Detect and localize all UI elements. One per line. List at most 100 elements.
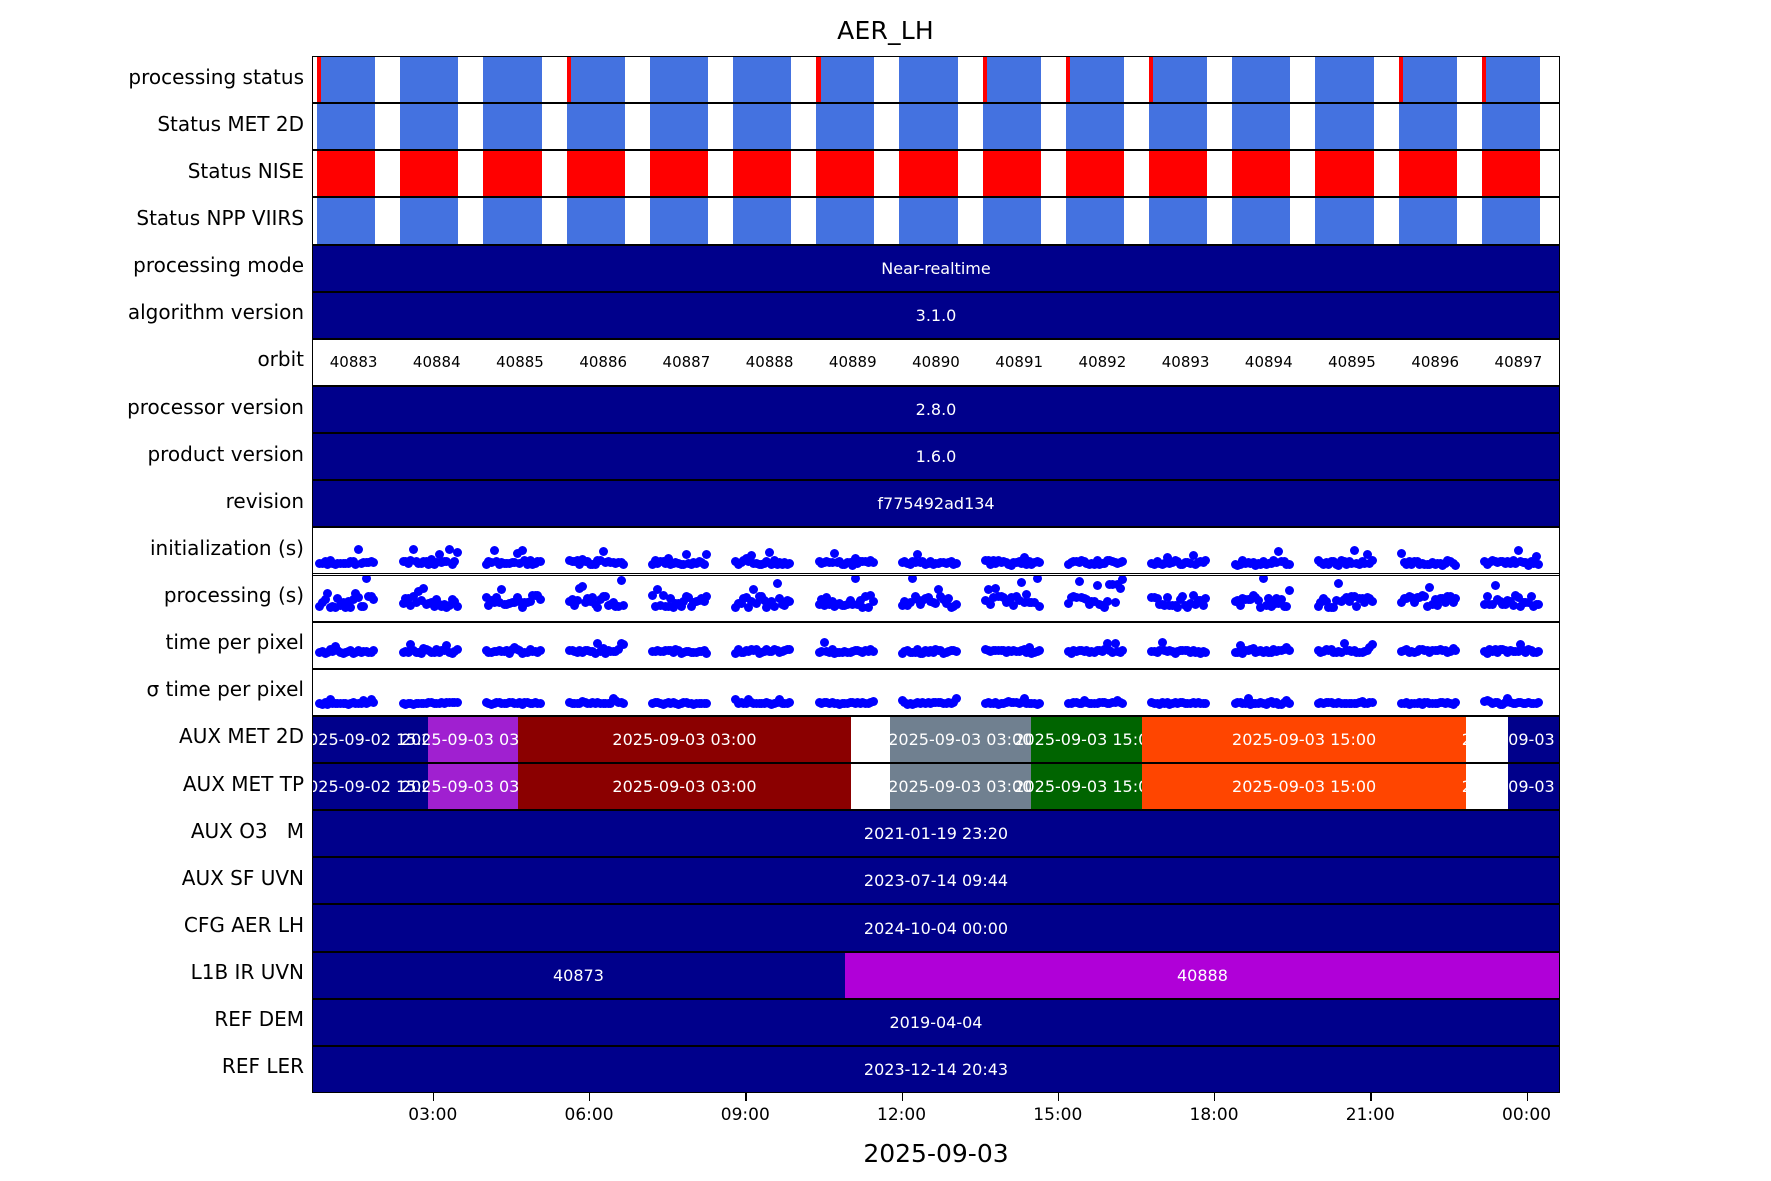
timeline-segment — [517, 716, 852, 763]
orbit-label: 40893 — [1161, 353, 1210, 372]
data-point — [414, 586, 424, 596]
orbit-label: 40897 — [1494, 353, 1543, 372]
data-point — [1367, 556, 1377, 566]
data-point — [452, 645, 462, 655]
data-point — [369, 558, 379, 568]
timeline-segment — [428, 764, 518, 810]
data-point — [731, 694, 741, 704]
timeline-row: f775492ad134 — [312, 480, 1560, 528]
data-point — [746, 596, 756, 606]
data-point — [648, 591, 658, 601]
data-point — [489, 598, 499, 608]
data-point — [1445, 591, 1455, 601]
orbit-label: 40895 — [1328, 353, 1376, 372]
data-point — [1035, 645, 1045, 655]
data-point — [1090, 597, 1099, 607]
data-point — [785, 596, 795, 606]
timeline-plot: Near-realtime 3.1.0 40883 40884 40885 40886 40… — [312, 56, 1560, 1168]
data-point — [429, 601, 439, 611]
data-point — [983, 584, 993, 594]
x-tick — [1057, 1093, 1060, 1101]
data-point — [1118, 557, 1128, 567]
data-point — [908, 575, 918, 584]
timeline-segment — [312, 764, 429, 810]
timeline-row: 2021-01-19 23:20 — [312, 810, 1560, 858]
data-point — [598, 546, 608, 556]
timeline-segment — [649, 151, 709, 197]
timeline-row: 3.1.0 — [312, 291, 1560, 339]
data-point — [1339, 638, 1349, 648]
data-point — [1407, 592, 1417, 602]
row-label-21: REF LER — [221, 1054, 304, 1079]
x-tick-label: 09:00 — [720, 1105, 770, 1125]
data-point — [1035, 558, 1045, 568]
data-point — [1064, 598, 1074, 608]
data-point — [1344, 597, 1354, 607]
data-point — [525, 597, 535, 607]
data-point — [1451, 593, 1461, 603]
data-point — [1490, 580, 1500, 590]
row-label-16: AUX O3 M — [190, 818, 304, 843]
timeline-segment — [1398, 198, 1457, 244]
x-axis-label: 2025-09-03 — [863, 1139, 1009, 1168]
timeline-segment — [312, 811, 1560, 857]
data-point — [320, 594, 330, 604]
timeline-segment — [732, 57, 792, 103]
timeline-segment — [816, 151, 875, 197]
data-point — [323, 589, 333, 599]
data-point — [848, 560, 858, 570]
data-point — [341, 602, 351, 612]
timeline-segment — [312, 999, 1560, 1045]
data-point — [817, 647, 827, 657]
data-point — [941, 598, 951, 608]
timeline-row: Near-realtime — [312, 244, 1560, 292]
data-point — [1243, 694, 1253, 704]
data-point — [1367, 596, 1377, 606]
orbit-label: 40885 — [496, 353, 544, 372]
timeline-segment — [483, 198, 542, 244]
data-point — [1178, 592, 1188, 602]
timeline-segment — [1507, 764, 1560, 810]
timeline-segment — [312, 952, 845, 998]
timeline-segment — [1232, 104, 1291, 150]
x-tick — [432, 1093, 435, 1101]
data-point — [406, 556, 416, 566]
x-tick — [1526, 1093, 1528, 1101]
data-point — [702, 699, 712, 709]
timeline-segment — [483, 104, 542, 150]
data-point — [868, 558, 878, 568]
timeline-segment — [1481, 57, 1487, 103]
data-point — [497, 584, 507, 594]
timeline-row: 40883 40884 40885 40886 40887 40888 40889 40890… — [312, 338, 1560, 386]
data-point — [981, 596, 991, 606]
data-point — [510, 598, 520, 608]
data-point — [868, 646, 878, 656]
data-point — [1155, 645, 1165, 655]
data-point — [1029, 598, 1039, 608]
data-point — [988, 593, 998, 603]
data-point — [1173, 603, 1183, 613]
data-point — [775, 594, 785, 604]
data-point — [1108, 579, 1117, 589]
data-point — [619, 559, 629, 569]
timeline-segment — [982, 57, 1041, 103]
data-point — [424, 559, 434, 569]
data-point — [1511, 558, 1521, 568]
x-tick — [745, 1093, 747, 1101]
data-point — [450, 557, 460, 567]
row-label-9: revision — [225, 488, 304, 513]
data-point — [442, 557, 452, 567]
timeline-segment — [400, 57, 459, 103]
data-point — [1110, 597, 1120, 607]
timeline-segment — [312, 434, 1560, 480]
orbit-label: 40887 — [662, 353, 711, 372]
data-point — [1329, 602, 1339, 612]
timeline-segment — [816, 198, 875, 244]
data-point — [746, 551, 756, 561]
timeline-segment — [844, 952, 1560, 998]
data-point — [535, 557, 545, 567]
data-point — [1118, 575, 1128, 584]
data-point — [1422, 601, 1432, 611]
timeline-segment — [1148, 151, 1208, 197]
